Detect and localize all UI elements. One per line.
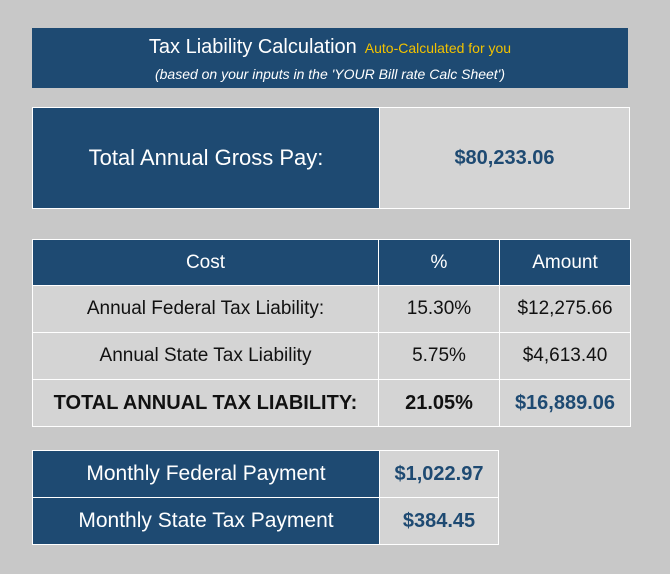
cost-cell[interactable]: Annual State Tax Liability xyxy=(32,332,379,380)
header-note: (based on your inputs in the 'YOUR Bill … xyxy=(154,66,506,82)
monthly-row-state: Monthly State Tax Payment $384.45 xyxy=(32,497,499,545)
cost-cell[interactable]: Annual Federal Tax Liability: xyxy=(32,285,379,333)
page-title: Tax Liability Calculation xyxy=(148,36,357,58)
table-row-federal: Annual Federal Tax Liability: 15.30% $12… xyxy=(32,285,631,333)
monthly-row-federal: Monthly Federal Payment $1,022.97 xyxy=(32,450,499,498)
column-header-cost: Cost xyxy=(32,239,379,286)
tax-liability-table: Cost % Amount Annual Federal Tax Liabili… xyxy=(32,239,631,427)
gross-pay-value[interactable]: $80,233.06 xyxy=(380,108,629,208)
amount-cell[interactable]: $12,275.66 xyxy=(499,285,631,333)
monthly-state-value[interactable]: $384.45 xyxy=(379,497,499,545)
table-header-row: Cost % Amount xyxy=(32,239,631,286)
gross-pay-label: Total Annual Gross Pay: xyxy=(33,108,380,208)
monthly-federal-label: Monthly Federal Payment xyxy=(32,450,380,498)
table-row-total: TOTAL ANNUAL TAX LIABILITY: 21.05% $16,8… xyxy=(32,379,631,427)
page-subtitle: Auto-Calculated for you xyxy=(364,40,512,56)
monthly-payments-table: Monthly Federal Payment $1,022.97 Monthl… xyxy=(32,450,499,545)
percent-cell[interactable]: 15.30% xyxy=(378,285,500,333)
header-title-line: Tax Liability Calculation Auto-Calculated… xyxy=(32,36,628,59)
total-percent-cell[interactable]: 21.05% xyxy=(378,379,500,427)
table-row-state: Annual State Tax Liability 5.75% $4,613.… xyxy=(32,332,631,380)
percent-cell[interactable]: 5.75% xyxy=(378,332,500,380)
total-cost-cell[interactable]: TOTAL ANNUAL TAX LIABILITY: xyxy=(32,379,379,427)
monthly-federal-value[interactable]: $1,022.97 xyxy=(379,450,499,498)
monthly-state-label: Monthly State Tax Payment xyxy=(32,497,380,545)
gross-pay-block: Total Annual Gross Pay: $80,233.06 xyxy=(32,107,630,209)
column-header-amount: Amount xyxy=(499,239,631,286)
header-banner: Tax Liability Calculation Auto-Calculated… xyxy=(32,28,628,88)
column-header-percent: % xyxy=(378,239,500,286)
total-amount-cell[interactable]: $16,889.06 xyxy=(499,379,631,427)
amount-cell[interactable]: $4,613.40 xyxy=(499,332,631,380)
